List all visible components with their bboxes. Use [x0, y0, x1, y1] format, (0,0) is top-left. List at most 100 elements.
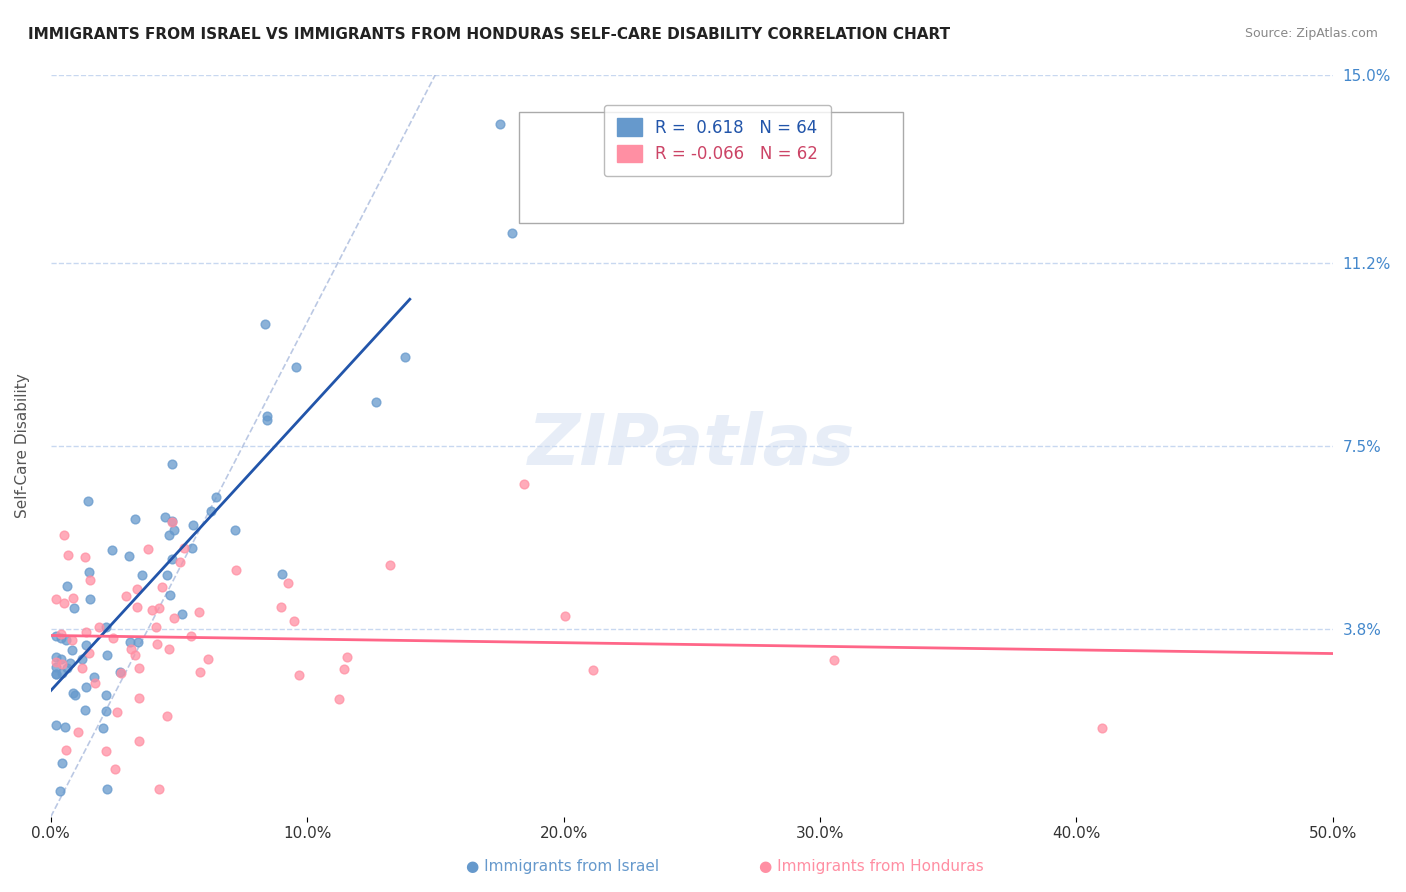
Immigrants from Israel: [156, 567, 179, 582]
Text: Source: ZipAtlas.com: Source: ZipAtlas.com: [1244, 27, 1378, 40]
Immigrants from Honduras: [128, 690, 150, 705]
Immigrants from Honduras: [67, 725, 90, 739]
Immigrants from Israel: [56, 579, 79, 593]
Immigrants from Honduras: [62, 591, 84, 605]
Immigrants from Honduras: [148, 601, 170, 615]
Immigrants from Israel: [96, 689, 118, 703]
Immigrants from Israel: [160, 552, 183, 566]
Immigrants from Honduras: [332, 662, 354, 676]
Immigrants from Israel: [108, 665, 131, 679]
Immigrants from Israel: [60, 643, 83, 657]
Immigrants from Honduras: [105, 705, 128, 719]
Immigrants from Honduras: [180, 629, 202, 643]
Immigrants from Honduras: [1091, 721, 1114, 735]
Immigrants from Honduras: [141, 603, 163, 617]
Immigrants from Honduras: [60, 633, 83, 648]
Immigrants from Honduras: [70, 661, 93, 675]
Immigrants from Honduras: [378, 558, 401, 573]
Immigrants from Israel: [91, 721, 114, 735]
Immigrants from Honduras: [125, 600, 148, 615]
Immigrants from Honduras: [145, 620, 167, 634]
Immigrants from Honduras: [120, 642, 142, 657]
Immigrants from Israel: [94, 704, 117, 718]
Immigrants from Israel: [224, 523, 246, 537]
Immigrants from Israel: [94, 620, 117, 634]
Immigrants from Israel: [45, 666, 67, 681]
Immigrants from Honduras: [52, 528, 75, 542]
Immigrants from Israel: [205, 490, 228, 504]
Immigrants from Israel: [65, 688, 87, 702]
Immigrants from Honduras: [51, 627, 73, 641]
Immigrants from Honduras: [77, 646, 100, 660]
Immigrants from Honduras: [101, 631, 124, 645]
Text: ● Immigrants from Honduras: ● Immigrants from Honduras: [759, 859, 984, 874]
Immigrants from Honduras: [582, 663, 605, 677]
Immigrants from Honduras: [75, 549, 97, 564]
Immigrants from Israel: [163, 523, 186, 537]
Immigrants from Israel: [131, 568, 153, 582]
Immigrants from Honduras: [160, 515, 183, 529]
Immigrants from Israel: [100, 543, 122, 558]
Immigrants from Israel: [285, 360, 308, 375]
Immigrants from Israel: [83, 670, 105, 684]
Immigrants from Israel: [256, 409, 278, 423]
Immigrants from Israel: [162, 514, 184, 528]
Immigrants from Israel: [53, 720, 76, 734]
Immigrants from Israel: [160, 457, 183, 471]
Immigrants from Israel: [96, 781, 118, 796]
Immigrants from Honduras: [270, 600, 292, 615]
Immigrants from Israel: [270, 566, 292, 581]
Immigrants from Israel: [159, 588, 181, 602]
Immigrants from Honduras: [157, 642, 180, 657]
Immigrants from Israel: [51, 756, 73, 771]
Immigrants from Israel: [120, 635, 142, 649]
Immigrants from Honduras: [283, 614, 305, 628]
Immigrants from Israel: [394, 350, 416, 364]
Immigrants from Honduras: [58, 548, 80, 562]
Immigrants from Israel: [79, 565, 101, 579]
Immigrants from Honduras: [53, 596, 76, 610]
Immigrants from Honduras: [823, 653, 845, 667]
Immigrants from Honduras: [173, 541, 195, 555]
Immigrants from Honduras: [104, 762, 127, 776]
Immigrants from Honduras: [87, 620, 110, 634]
Immigrants from Honduras: [45, 655, 67, 669]
Immigrants from Israel: [124, 512, 146, 526]
Immigrants from Israel: [256, 412, 278, 426]
Immigrants from Israel: [170, 607, 193, 621]
Immigrants from Honduras: [554, 609, 576, 624]
Immigrants from Honduras: [79, 574, 101, 588]
Immigrants from Honduras: [277, 576, 299, 591]
Immigrants from Israel: [72, 652, 94, 666]
Immigrants from Israel: [200, 504, 222, 518]
Immigrants from Honduras: [75, 624, 97, 639]
Y-axis label: Self-Care Disability: Self-Care Disability: [15, 373, 30, 518]
Immigrants from Honduras: [124, 648, 146, 662]
Immigrants from Israel: [127, 634, 149, 648]
Immigrants from Honduras: [188, 665, 211, 679]
Immigrants from Israel: [49, 784, 72, 798]
Immigrants from Honduras: [287, 668, 309, 682]
Immigrants from Israel: [364, 395, 387, 409]
Immigrants from Honduras: [148, 781, 170, 796]
Immigrants from Honduras: [188, 605, 211, 619]
Immigrants from Honduras: [162, 611, 184, 625]
Immigrants from Israel: [96, 648, 118, 662]
Immigrants from Honduras: [197, 652, 219, 666]
Immigrants from Israel: [118, 549, 141, 563]
Immigrants from Israel: [181, 541, 204, 555]
Immigrants from Honduras: [125, 582, 148, 596]
Immigrants from Israel: [73, 703, 96, 717]
Immigrants from Israel: [56, 661, 79, 675]
Immigrants from Israel: [76, 638, 98, 652]
Immigrants from Honduras: [336, 650, 359, 665]
Text: IMMIGRANTS FROM ISRAEL VS IMMIGRANTS FROM HONDURAS SELF-CARE DISABILITY CORRELAT: IMMIGRANTS FROM ISRAEL VS IMMIGRANTS FRO…: [28, 27, 950, 42]
Immigrants from Israel: [45, 649, 67, 664]
Immigrants from Israel: [45, 667, 67, 681]
Immigrants from Israel: [51, 666, 73, 681]
Immigrants from Israel: [45, 629, 67, 643]
Immigrants from Honduras: [150, 580, 173, 594]
Text: ZIPatlas: ZIPatlas: [529, 411, 856, 480]
Immigrants from Honduras: [136, 542, 159, 557]
Immigrants from Israel: [55, 632, 77, 647]
